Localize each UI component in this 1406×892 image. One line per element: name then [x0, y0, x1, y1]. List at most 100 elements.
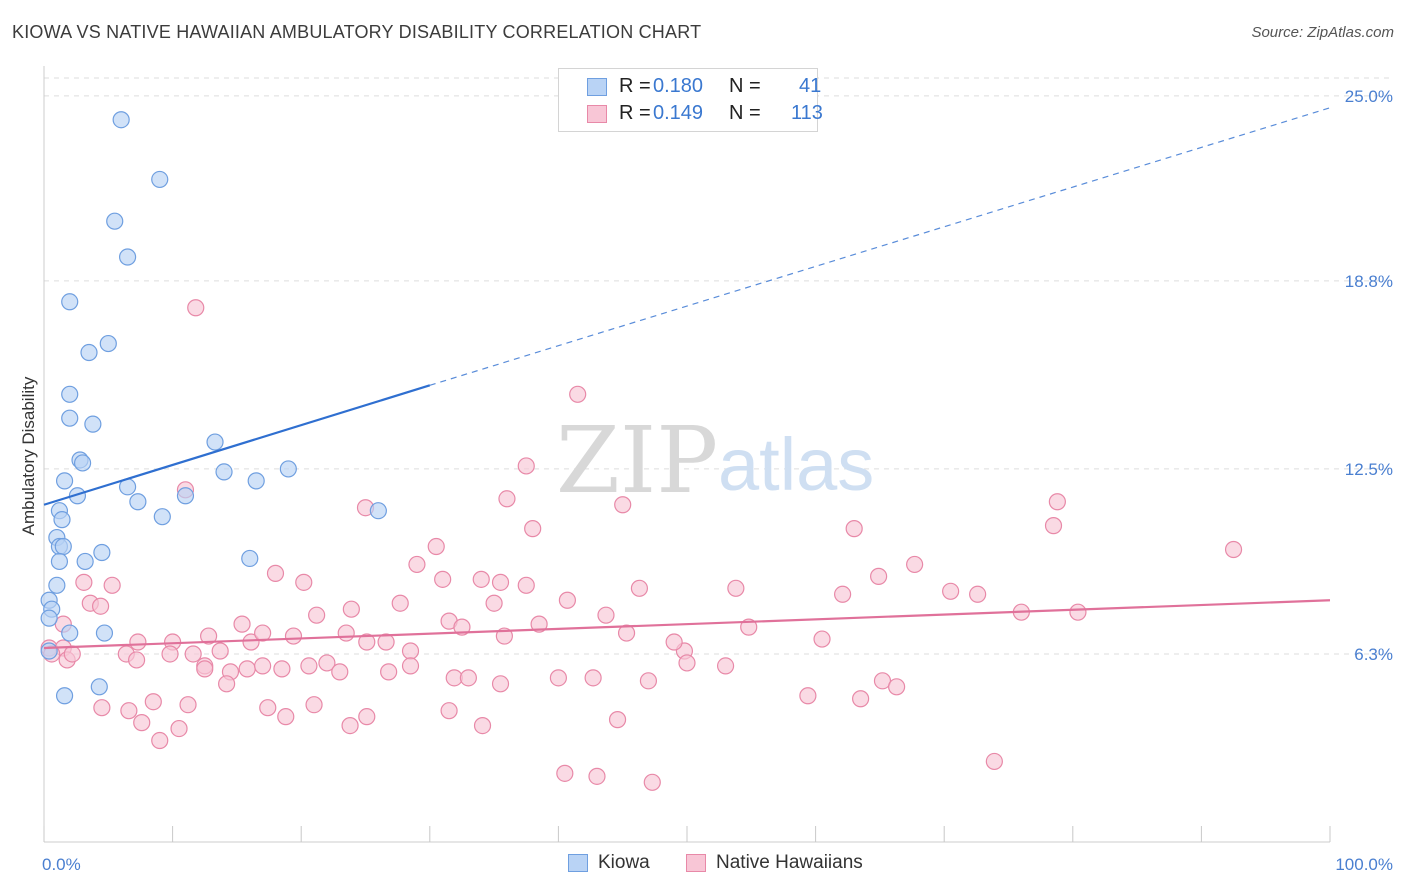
- native-hawaiian-point: [233, 615, 251, 633]
- legend-r-label: R =: [619, 102, 651, 124]
- native-hawaiian-point: [517, 576, 535, 594]
- native-hawaiian-point: [498, 490, 516, 508]
- kiowa-point: [55, 687, 74, 705]
- source-label: Source: ZipAtlas.com: [1251, 24, 1394, 41]
- native-hawaiian-point: [259, 699, 277, 717]
- kiowa-point: [95, 624, 114, 642]
- native-hawaiian-point: [120, 702, 138, 720]
- native-hawaiian-point: [453, 618, 471, 636]
- axes: [43, 66, 1331, 843]
- kiowa-point: [206, 433, 224, 451]
- native-hawaiian-point: [93, 699, 111, 717]
- kiowa-point: [247, 472, 265, 490]
- kiowa-point: [61, 385, 79, 403]
- native-hawaiian-point: [665, 633, 683, 651]
- native-hawaiian-point: [211, 642, 229, 660]
- y-tick-label: 6.3%: [1354, 645, 1393, 664]
- legend-r-value: 0.149: [653, 102, 704, 124]
- native-hawaiian-point: [238, 660, 256, 678]
- native-hawaiian-point: [491, 573, 510, 591]
- native-hawaiian-point: [161, 645, 179, 663]
- kiowa-point: [61, 293, 79, 311]
- native-hawaiian-point: [305, 696, 323, 714]
- legend-n-label: N =: [729, 102, 761, 124]
- native-hawaiian-point: [740, 618, 758, 636]
- hawaiian-swatch: [587, 105, 607, 123]
- kiowa-point: [76, 552, 94, 571]
- native-hawaiian-point: [716, 657, 735, 675]
- y-tick-label: 18.8%: [1345, 272, 1393, 291]
- kiowa-swatch: [587, 78, 607, 96]
- native-hawaiian-point: [277, 708, 295, 726]
- native-hawaiian-point: [870, 567, 888, 585]
- native-hawaiian-point: [643, 773, 661, 791]
- native-hawaiian-point: [834, 585, 852, 603]
- native-hawaiian-point: [103, 576, 121, 594]
- kiowa-point: [118, 248, 137, 266]
- native-hawaiian-point: [295, 573, 313, 591]
- kiowa-point: [40, 642, 58, 660]
- kiowa-point: [48, 576, 66, 594]
- kiowa-point: [84, 415, 102, 433]
- native-hawaiian-point: [459, 669, 477, 687]
- native-hawaiian-point: [491, 675, 510, 693]
- gridlines: [44, 77, 1392, 655]
- native-hawaiian-point: [614, 496, 632, 514]
- native-hawaiian-point: [530, 615, 548, 633]
- kiowa-point: [53, 511, 71, 529]
- native-hawaiian-point: [129, 633, 147, 651]
- kiowa-point: [241, 549, 259, 568]
- native-hawaiian-point: [588, 767, 606, 785]
- kiowa-point: [80, 343, 98, 362]
- tick-labels: 6.3% 12.5% 18.8% 25.0% 0.0% 100.0%: [42, 87, 1393, 874]
- kiowa-point: [54, 537, 72, 556]
- native-hawaiian-point: [342, 600, 360, 618]
- native-hawaiian-point: [218, 675, 236, 693]
- y-tick-label: 12.5%: [1345, 460, 1393, 479]
- kiowa-swatch: [568, 854, 588, 872]
- kiowa-point: [129, 493, 147, 511]
- kiowa-point: [50, 552, 69, 571]
- legend-r-value: 0.180: [653, 75, 704, 97]
- native-hawaiian-point: [584, 669, 602, 687]
- chart-title: KIOWA VS NATIVE HAWAIIAN AMBULATORY DISA…: [12, 22, 702, 42]
- native-hawaiian-point: [266, 564, 285, 582]
- native-hawaiian-point: [144, 693, 162, 711]
- native-hawaiian-point: [852, 690, 870, 708]
- native-hawaiian-point: [308, 606, 326, 624]
- native-hawaiian-point: [1069, 603, 1087, 621]
- native-hawaiian-point: [318, 654, 336, 672]
- native-hawaiian-point: [170, 719, 188, 738]
- kiowa-point: [112, 111, 130, 129]
- native-hawaiian-point: [1048, 493, 1066, 511]
- native-hawaiian-point: [1224, 540, 1243, 559]
- native-hawaiian-point: [517, 457, 535, 475]
- y-axis-label: Ambulatory Disability: [19, 376, 38, 535]
- native-hawaiian-point: [630, 579, 649, 597]
- native-hawaiian-point: [678, 654, 696, 672]
- native-hawaiian-point: [358, 708, 376, 726]
- native-hawaiian-point: [888, 678, 906, 696]
- native-hawaiian-point: [401, 642, 420, 660]
- native-hawaiian-point: [427, 537, 445, 556]
- native-hawaiian-point: [942, 582, 960, 600]
- native-hawaiian-point: [63, 645, 81, 663]
- watermark-zip: ZIP: [556, 407, 718, 514]
- native-hawaiian-point: [377, 633, 395, 651]
- kiowa-point: [176, 487, 195, 505]
- native-hawaiian-point: [639, 672, 658, 690]
- x-tick-label-max: 100.0%: [1335, 855, 1393, 874]
- native-hawaiian-point: [196, 660, 214, 678]
- native-hawaiian-point: [727, 579, 745, 597]
- legend-r-label: R =: [619, 75, 651, 97]
- kiowa-point: [90, 678, 108, 696]
- native-hawaiian-point: [254, 657, 272, 675]
- native-hawaiian-point: [391, 594, 409, 612]
- native-hawaiian-point: [127, 651, 146, 669]
- native-hawaiians-trend-line: [43, 599, 1331, 650]
- native-hawaiian-point: [524, 520, 542, 538]
- native-hawaiian-point: [401, 657, 420, 675]
- native-hawaiian-point: [597, 606, 615, 624]
- native-hawaiian-point: [184, 645, 202, 663]
- kiowa-point: [369, 502, 387, 520]
